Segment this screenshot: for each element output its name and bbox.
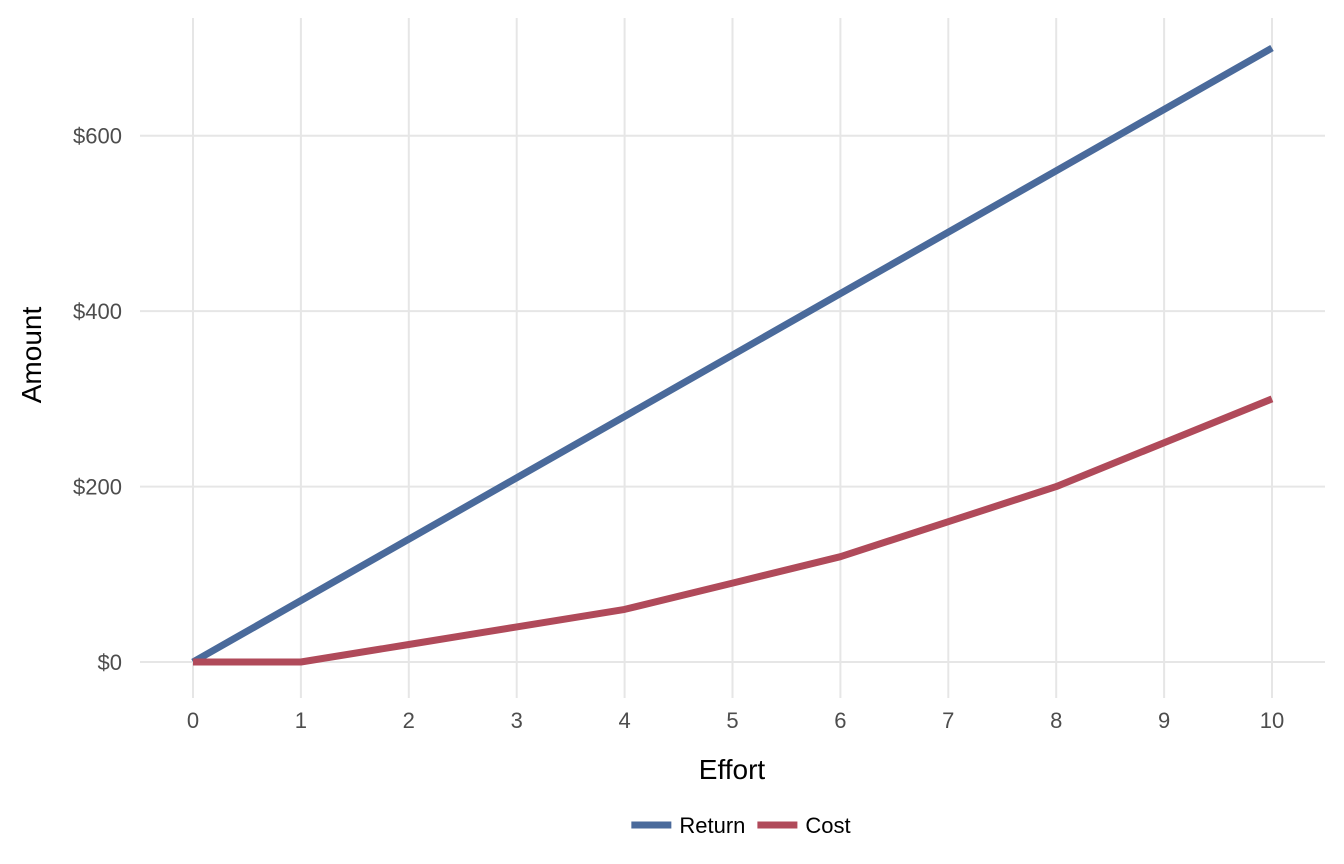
x-tick-label: 2 [403,708,415,733]
y-axis-ticks: $0 $200 $400 $600 [73,124,122,675]
x-tick-label: 1 [295,708,307,733]
y-tick-label: $400 [73,299,122,324]
legend-item-return: Return [631,813,745,838]
series-lines [191,44,1274,666]
x-tick-label: 10 [1260,708,1284,733]
y-axis-title: Amount [16,307,47,404]
series-line-cost [193,395,1274,666]
legend: Return Cost [631,813,851,838]
x-tick-label: 7 [942,708,954,733]
y-tick-label: $0 [98,650,122,675]
x-tick-label: 4 [618,708,630,733]
legend-label: Cost [805,813,850,838]
x-tick-label: 6 [834,708,846,733]
y-tick-label: $200 [73,475,122,500]
series-line-return [191,44,1274,666]
x-axis-title: Effort [699,754,766,785]
x-tick-label: 8 [1050,708,1062,733]
x-axis-ticks: 0 1 2 3 4 5 6 7 8 9 10 [187,708,1284,733]
x-tick-label: 5 [726,708,738,733]
x-tick-label: 9 [1158,708,1170,733]
x-tick-label: 3 [511,708,523,733]
x-tick-label: 0 [187,708,199,733]
legend-label: Return [679,813,745,838]
legend-item-cost: Cost [757,813,851,838]
y-tick-label: $600 [73,124,122,149]
